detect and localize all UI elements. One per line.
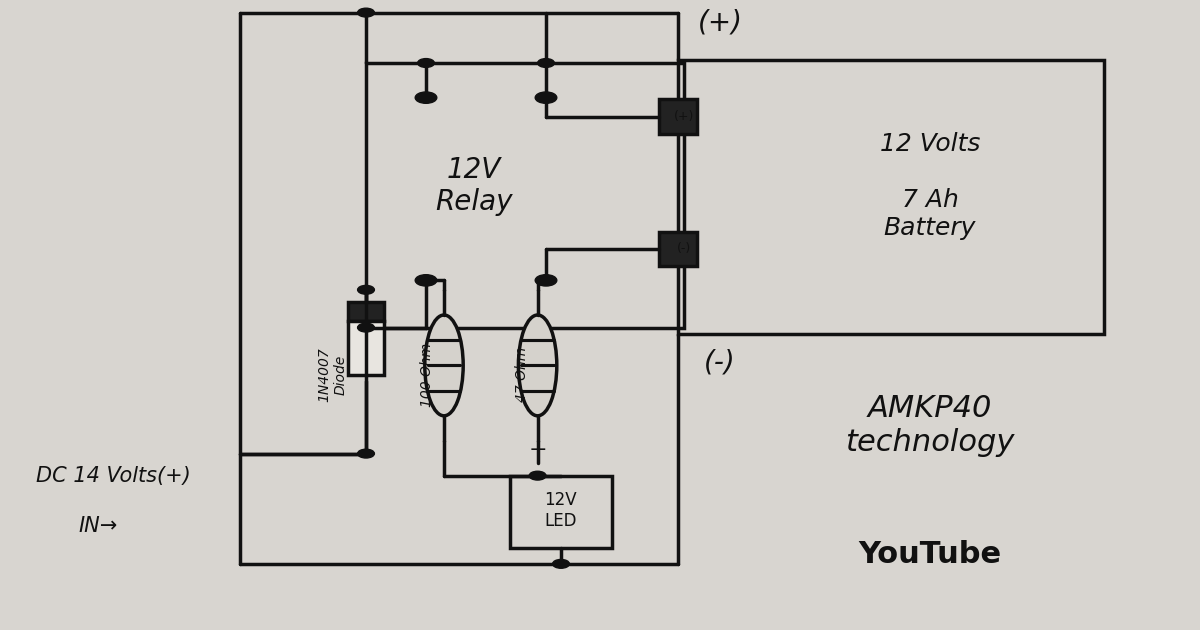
Circle shape — [553, 559, 570, 568]
Circle shape — [418, 59, 434, 67]
Text: AMKP40
technology: AMKP40 technology — [845, 394, 1015, 457]
Bar — [348, 321, 384, 375]
Text: (+): (+) — [674, 110, 694, 123]
Text: 1N4007
Diode: 1N4007 Diode — [317, 348, 348, 402]
Bar — [659, 100, 697, 134]
Circle shape — [358, 8, 374, 17]
Text: (+): (+) — [697, 9, 743, 37]
Text: +: + — [528, 440, 547, 461]
Text: IN→: IN→ — [78, 516, 118, 536]
Ellipse shape — [518, 315, 557, 416]
Text: 47 Ohm: 47 Ohm — [515, 347, 529, 403]
Circle shape — [418, 276, 434, 285]
Bar — [366, 63, 684, 328]
Circle shape — [358, 285, 374, 294]
Circle shape — [535, 92, 557, 103]
Bar — [659, 231, 697, 266]
Circle shape — [358, 323, 374, 332]
Circle shape — [358, 449, 374, 458]
Text: 12 Volts

7 Ah
Battery: 12 Volts 7 Ah Battery — [880, 132, 980, 239]
Text: (-): (-) — [704, 348, 736, 376]
Text: 100 Ohm: 100 Ohm — [420, 343, 434, 407]
Text: 12V
LED: 12V LED — [544, 491, 577, 530]
Bar — [678, 60, 1104, 334]
Circle shape — [538, 276, 554, 285]
Text: 12V
Relay: 12V Relay — [436, 156, 512, 216]
Circle shape — [538, 59, 554, 67]
Bar — [348, 302, 384, 321]
Circle shape — [535, 275, 557, 286]
Circle shape — [415, 92, 437, 103]
Ellipse shape — [425, 315, 463, 416]
Circle shape — [415, 275, 437, 286]
Text: (-): (-) — [677, 243, 691, 255]
Text: YouTube: YouTube — [858, 540, 1002, 569]
Bar — [510, 476, 612, 548]
Circle shape — [529, 471, 546, 480]
Text: DC 14 Volts(+): DC 14 Volts(+) — [36, 466, 191, 486]
